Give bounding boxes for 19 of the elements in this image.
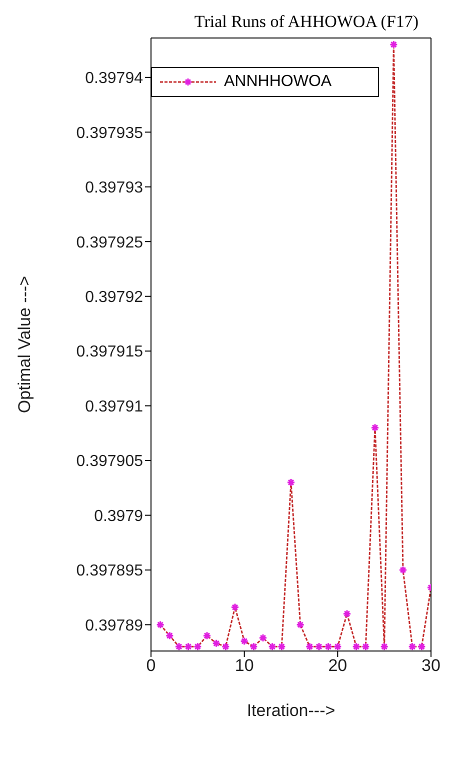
y-tick-label: 0.39789 (85, 617, 144, 634)
y-tick-label: 0.397905 (76, 453, 144, 470)
y-tick-label: 0.39793 (85, 180, 144, 197)
y-tick-label: 0.39794 (85, 70, 144, 88)
x-tick-label: 30 (422, 656, 440, 676)
y-tick-label: 0.397915 (76, 344, 144, 361)
x-axis-title: Iteration---> (246, 701, 336, 720)
chart-title: Trial Runs of AHHOWOA (F17) (193, 12, 420, 32)
x-tick-label: 0 (146, 656, 156, 676)
x-tick-label: 10 (234, 656, 254, 676)
y-tick-label: 0.39791 (85, 398, 144, 416)
y-tick-label: 0.397935 (76, 124, 144, 142)
y-tick-label: 0.39792 (85, 289, 144, 306)
x-tick-label: 20 (328, 656, 348, 676)
legend-label: ANNHHOWOA (224, 73, 332, 91)
y-axis-title: Optimal Value ---> (15, 276, 34, 414)
y-tick-label: 0.3979 (94, 508, 144, 525)
y-tick-label: 0.397925 (76, 234, 144, 252)
y-tick-label: 0.397895 (76, 562, 144, 580)
